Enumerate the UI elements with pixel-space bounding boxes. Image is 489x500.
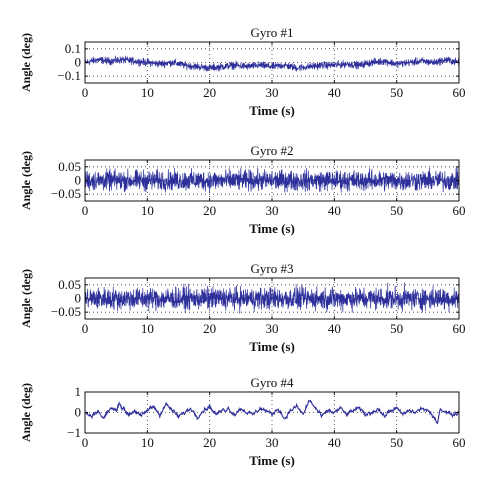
y-tick-label: −0.1 <box>57 68 81 83</box>
x-axis-label: Time (s) <box>249 221 295 236</box>
x-tick-label: 20 <box>203 203 216 218</box>
chart-title: Gyro #1 <box>251 25 294 40</box>
x-tick-label: 0 <box>82 435 89 450</box>
y-tick-label: 0 <box>75 173 82 188</box>
x-axis-label: Time (s) <box>249 103 295 118</box>
y-tick-label: 0.05 <box>58 159 81 174</box>
y-axis-label: Angle (deg) <box>19 151 33 210</box>
x-tick-label: 60 <box>453 321 466 336</box>
x-tick-label: 50 <box>390 321 403 336</box>
x-tick-label: 10 <box>141 203 154 218</box>
y-axis-label: Angle (deg) <box>19 33 33 92</box>
x-tick-label: 50 <box>390 435 403 450</box>
x-tick-label: 0 <box>82 203 89 218</box>
x-axis-label: Time (s) <box>249 339 295 354</box>
x-tick-label: 30 <box>266 435 279 450</box>
x-tick-label: 30 <box>266 203 279 218</box>
x-tick-label: 10 <box>141 435 154 450</box>
x-tick-label: 40 <box>328 203 341 218</box>
y-tick-label: 1 <box>75 384 82 399</box>
chart-title: Gyro #2 <box>251 143 294 158</box>
chart-title: Gyro #4 <box>251 375 294 390</box>
x-tick-label: 40 <box>328 321 341 336</box>
x-tick-label: 40 <box>328 85 341 100</box>
y-tick-label: 0 <box>75 405 82 420</box>
x-tick-label: 0 <box>82 85 89 100</box>
x-tick-label: 10 <box>141 321 154 336</box>
x-tick-label: 30 <box>266 85 279 100</box>
x-tick-label: 50 <box>390 85 403 100</box>
series-line-1 <box>84 282 460 314</box>
x-axis-label: Time (s) <box>249 453 295 468</box>
x-tick-label: 20 <box>203 321 216 336</box>
series-line-1 <box>84 399 460 424</box>
y-tick-label: 0 <box>75 291 82 306</box>
y-tick-label: −0.05 <box>51 304 81 319</box>
y-tick-label: −0.05 <box>51 186 81 201</box>
x-tick-label: 60 <box>453 203 466 218</box>
series-line-1 <box>84 167 460 193</box>
x-tick-label: 50 <box>390 203 403 218</box>
y-tick-label: 0.1 <box>65 41 81 56</box>
y-axis-label: Angle (deg) <box>19 383 33 442</box>
chart-title: Gyro #3 <box>251 261 294 276</box>
x-tick-label: 60 <box>453 85 466 100</box>
y-tick-label: 0 <box>75 55 82 70</box>
x-tick-label: 40 <box>328 435 341 450</box>
x-tick-label: 20 <box>203 85 216 100</box>
x-tick-label: 30 <box>266 321 279 336</box>
y-tick-label: 0.05 <box>58 277 81 292</box>
series-line-1 <box>84 55 460 72</box>
x-tick-label: 0 <box>82 321 89 336</box>
x-tick-label: 20 <box>203 435 216 450</box>
y-tick-label: −1 <box>67 425 81 440</box>
x-tick-label: 10 <box>141 85 154 100</box>
y-axis-label: Angle (deg) <box>19 269 33 328</box>
x-tick-label: 60 <box>453 435 466 450</box>
